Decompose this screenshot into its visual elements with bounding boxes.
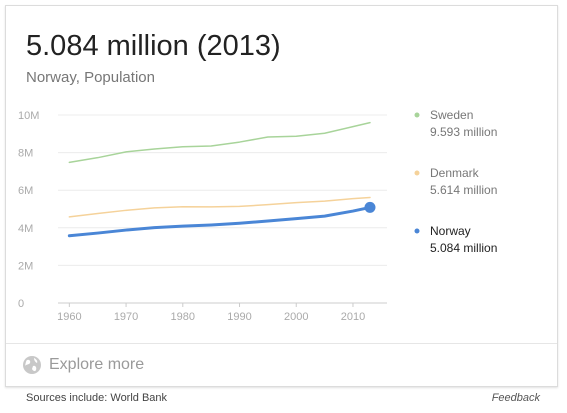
- series-line-denmark: [68, 196, 371, 218]
- x-tick-label: 1980: [171, 311, 195, 323]
- globe-icon: [23, 356, 41, 374]
- x-tick-label: 1960: [57, 311, 81, 323]
- sources-text: Sources include: World Bank: [26, 392, 168, 404]
- x-tick-label: 1990: [227, 311, 251, 323]
- headline-value: 5.084 million (2013): [26, 30, 281, 62]
- x-tick-label: 2010: [341, 311, 365, 323]
- population-chart: 0 2M 4M 6M 8M 10M 1960 1970 1980 1990 2000 2010 Swed…: [18, 108, 497, 323]
- y-tick-label: 4M: [18, 223, 33, 235]
- legend-marker-sweden: [414, 112, 420, 118]
- legend-value-norway: 5.084 million: [430, 241, 497, 255]
- explore-more-link[interactable]: Explore more: [22, 355, 144, 375]
- legend-marker-norway: [414, 228, 420, 234]
- legend-value-sweden: 9.593 million: [430, 125, 497, 139]
- x-tick-label: 1970: [114, 311, 138, 323]
- explore-more-label: Explore more: [49, 356, 145, 373]
- legend-name-norway[interactable]: Norway: [430, 224, 471, 238]
- footer: Sources include: World Bank Feedback: [0, 392, 567, 410]
- y-tick-label: 10M: [18, 110, 39, 122]
- series-line-norway: [67, 205, 372, 238]
- x-tick-label: 2000: [284, 311, 308, 323]
- legend-name-sweden[interactable]: Sweden: [430, 108, 473, 122]
- legend-marker-denmark: [414, 170, 420, 176]
- divider: [6, 343, 557, 344]
- legend-name-denmark[interactable]: Denmark: [430, 166, 480, 180]
- y-tick-label: 8M: [18, 148, 33, 160]
- population-card: 5.084 million (2013) Norway, Population …: [5, 5, 558, 387]
- feedback-link[interactable]: Feedback: [491, 392, 540, 404]
- subtitle: Norway, Population: [26, 69, 155, 86]
- legend-value-denmark: 5.614 million: [430, 183, 497, 197]
- y-tick-label: 6M: [18, 185, 33, 197]
- series-line-sweden: [68, 121, 371, 164]
- data-point-norway[interactable]: [364, 201, 376, 213]
- y-tick-label: 0: [18, 298, 24, 310]
- y-tick-label: 2M: [18, 260, 33, 272]
